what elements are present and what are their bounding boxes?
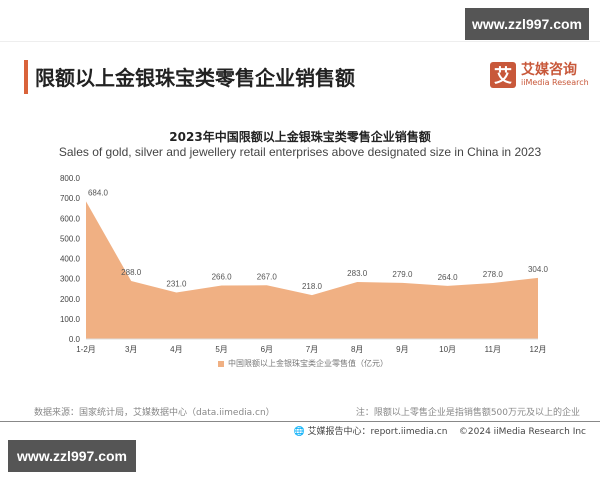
x-tick: 1-2月 xyxy=(76,345,96,354)
watermark-top: www.zzl997.com xyxy=(465,8,589,40)
value-label: 278.0 xyxy=(483,270,504,279)
x-tick: 12月 xyxy=(530,345,547,354)
x-tick: 9月 xyxy=(396,345,408,354)
y-tick: 0.0 xyxy=(69,335,81,344)
value-label: 279.0 xyxy=(392,270,413,279)
chart-subtitle: Sales of gold, silver and jewellery reta… xyxy=(58,145,542,159)
value-label: 288.0 xyxy=(121,268,142,277)
logo-en-text: iiMedia Research xyxy=(521,77,589,87)
y-tick: 800.0 xyxy=(60,174,81,183)
watermark-bottom: www.zzl997.com xyxy=(8,440,136,472)
legend-label: 中国限额以上金银珠宝类企业零售值（亿元） xyxy=(228,359,388,368)
y-tick: 400.0 xyxy=(60,255,81,264)
title-accent-bar xyxy=(24,60,28,94)
value-label: 684.0 xyxy=(88,188,109,197)
value-label: 283.0 xyxy=(347,269,368,278)
footnote: 注：限额以上零售企业是指销售额500万元及以上的企业 xyxy=(355,408,580,418)
y-tick: 500.0 xyxy=(60,234,81,243)
chart-legend: 中国限额以上金银珠宝类企业零售值（亿元） xyxy=(218,358,388,369)
report-link[interactable]: 艾媒报告中心：report.iimedia.cn xyxy=(307,427,448,437)
logo-cn-text: 艾媒咨询 xyxy=(521,61,577,78)
value-label: 231.0 xyxy=(166,280,187,289)
copyright: ©2024 iiMedia Research Inc xyxy=(458,427,586,437)
x-tick: 4月 xyxy=(170,345,182,354)
footer-divider xyxy=(0,421,600,422)
footer-credit: 🌐 艾媒报告中心：report.iimedia.cn ©2024 iiMedia… xyxy=(293,424,586,437)
brand-logo: 艾 艾媒咨询 iiMedia Research xyxy=(490,62,589,88)
logo-icon: 艾 xyxy=(490,62,516,88)
globe-icon: 🌐 xyxy=(293,427,305,437)
y-tick: 700.0 xyxy=(60,194,81,203)
x-tick: 3月 xyxy=(125,345,137,354)
x-tick: 10月 xyxy=(439,345,456,354)
value-label: 304.0 xyxy=(528,265,549,274)
data-source: 数据来源：国家统计局，艾媒数据中心（data.iimedia.cn） xyxy=(34,408,275,418)
legend-swatch xyxy=(218,360,224,367)
x-tick: 5月 xyxy=(215,345,227,354)
y-tick: 200.0 xyxy=(60,295,81,304)
y-tick: 300.0 xyxy=(60,275,81,284)
value-label: 267.0 xyxy=(257,272,278,281)
value-label: 266.0 xyxy=(212,272,233,281)
x-tick: 7月 xyxy=(306,345,318,354)
x-tick: 6月 xyxy=(261,345,273,354)
y-tick: 600.0 xyxy=(60,214,81,223)
y-tick: 100.0 xyxy=(60,315,81,324)
page-title: 限额以上金银珠宝类零售企业销售额 xyxy=(35,66,355,90)
area-series xyxy=(86,201,538,339)
value-label: 264.0 xyxy=(438,273,459,282)
value-label: 218.0 xyxy=(302,282,323,291)
x-tick: 11月 xyxy=(485,345,501,354)
chart-title: 2023年中国限额以上金银珠宝类零售企业销售额 xyxy=(169,130,431,144)
x-tick: 8月 xyxy=(351,345,363,354)
